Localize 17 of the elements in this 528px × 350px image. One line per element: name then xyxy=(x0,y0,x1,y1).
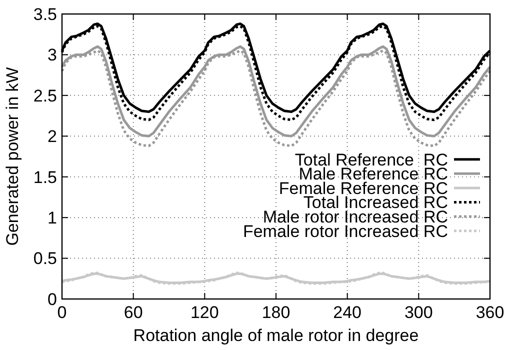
y-axis-title: Generated power in kW xyxy=(3,67,22,246)
x-tick-label: 360 xyxy=(476,303,504,322)
x-tick-label: 240 xyxy=(333,303,362,322)
y-tick-label: 1 xyxy=(48,208,57,228)
x-tick-label: 120 xyxy=(190,303,219,322)
y-tick-label: 3.5 xyxy=(33,4,57,24)
x-tick-label: 180 xyxy=(262,303,290,322)
y-tick-label: 2.5 xyxy=(33,86,57,106)
y-tick-label: 0.5 xyxy=(33,249,57,268)
x-axis-title: Rotation angle of male rotor in degree xyxy=(133,326,419,345)
x-tick-label: 60 xyxy=(124,303,143,322)
y-tick-label: 2 xyxy=(48,127,57,146)
y-tick-label: 1.5 xyxy=(33,168,57,187)
y-tick-label: 3 xyxy=(48,46,57,65)
legend-label: Female rotor Increased RC xyxy=(242,222,448,241)
y-tick-label: 0 xyxy=(48,290,57,309)
x-tick-label: 300 xyxy=(404,303,433,322)
